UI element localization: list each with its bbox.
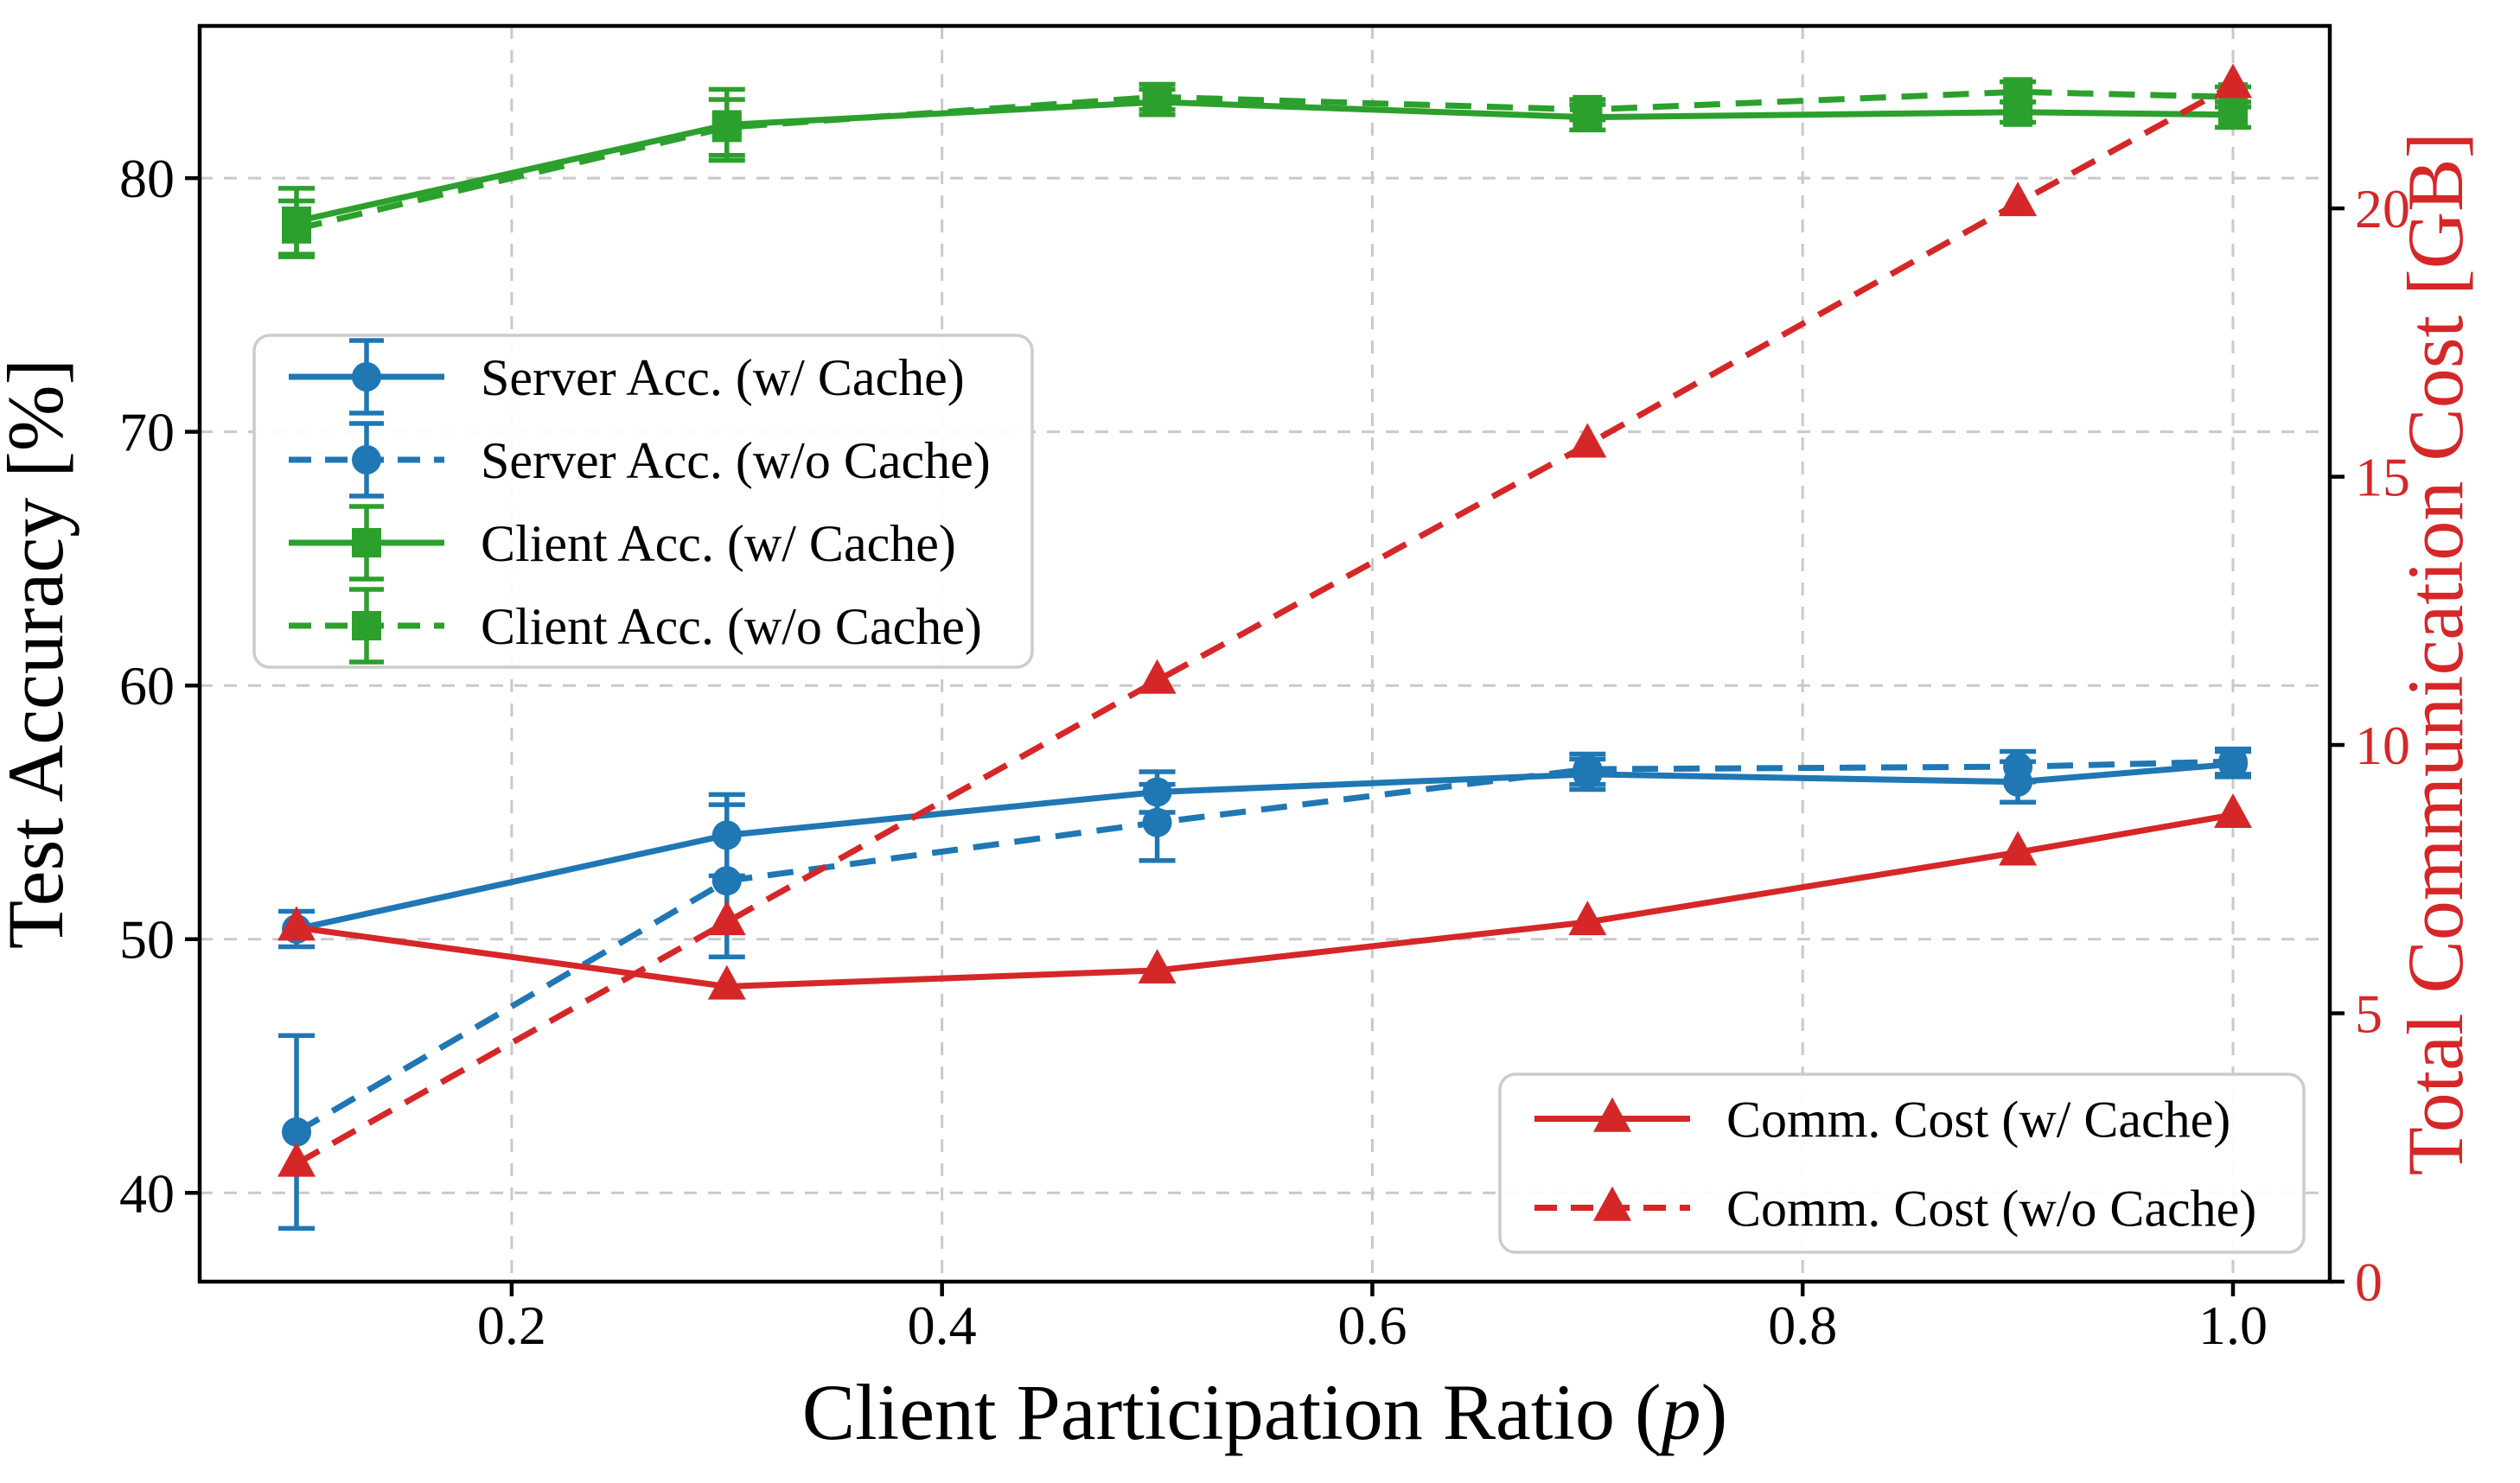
marker-triangle [1999,181,2038,217]
marker-circle [282,1117,311,1147]
marker-circle [2218,747,2248,777]
legend-entry-client-acc-w-cache: Client Acc. (w/ Cache) [289,504,956,582]
legend-label: Server Acc. (w/ Cache) [481,349,965,406]
y-left-tick-label: 40 [119,1162,175,1224]
gridlines [200,26,2330,1282]
legend-box [1498,1072,2306,1254]
marker-circle [352,445,381,474]
marker-square [352,611,381,640]
legend-entry-client-acc-w-o-cache: Client Acc. (w/o Cache) [289,587,982,665]
x-axis: 0.2 0.4 0.6 0.8 1.0 [477,1282,2268,1356]
x-tick-label: 0.6 [1337,1295,1407,1356]
legend-label: Comm. Cost (w/ Cache) [1726,1092,2230,1149]
y-axis-right: 0 5 10 15 20 [2330,178,2410,1313]
x-tick-label: 1.0 [2198,1295,2268,1356]
x-tick-label: 0.8 [1768,1295,1837,1356]
y-left-tick-label: 60 [119,655,175,716]
marker-square [711,112,742,143]
marker-square [282,213,311,244]
y-right-tick-label: 0 [2355,1251,2383,1313]
marker-square [2003,77,2033,107]
x-tick-label: 0.2 [477,1295,546,1356]
y-right-tick-label: 5 [2355,983,2383,1045]
legend-label: Comm. Cost (w/o Cache) [1726,1181,2256,1238]
legend-accuracy: Server Acc. (w/ Cache) Server Acc. (w/o C… [252,334,1034,669]
marker-triangle [278,906,316,941]
marker-circle [1142,807,1172,837]
series-comm-cost-w-cache [278,792,2252,1000]
marker-triangle [707,964,746,1000]
marker-triangle [2214,792,2252,828]
series-line [296,761,2234,932]
y-left-tick-label: 50 [119,909,175,971]
y-axis-label-right: Total Communication Cost [GB] [2391,132,2479,1175]
legend-entry-server-acc-w-o-cache: Server Acc. (w/o Cache) [289,421,991,499]
marker-triangle [1568,901,1607,936]
marker-triangle [278,1142,316,1177]
legend-label: Client Acc. (w/ Cache) [481,515,956,572]
x-axis-label: Client Participation Ratio (p) [802,1368,1728,1456]
marker-triangle [1138,659,1177,694]
y-right-tick-label: 10 [2355,715,2410,776]
plot-border [197,23,2332,1284]
y-left-tick-label: 70 [119,402,175,463]
series-line [295,758,2234,1135]
legend-entry-server-acc-w-cache: Server Acc. (w/ Cache) [289,338,965,416]
legend-entry-comm-cost-w-cache: Comm. Cost (w/ Cache) [1534,1092,2230,1149]
legend-comm-cost: Comm. Cost (w/ Cache) Comm. Cost (w/o Cac… [1498,1072,2306,1254]
legend-box [252,334,1034,669]
y-left-tick-label: 80 [119,148,175,209]
series-line [296,88,2234,232]
marker-circle [711,866,742,896]
marker-triangle [1999,831,2038,866]
legend-label: Server Acc. (w/o Cache) [481,432,991,489]
marker-square [1142,82,1172,112]
marker-triangle [1138,949,1177,984]
series-line [296,99,2234,225]
series-line [295,82,2235,1167]
marker-circle [1573,754,1603,785]
marker-square [1573,94,1603,124]
marker-triangle [707,901,746,936]
y-right-tick-label: 20 [2355,178,2410,239]
series-client-acc-w-o-cache [278,77,2251,259]
marker-square [352,528,381,557]
marker-circle [352,362,381,391]
legend-entry-comm-cost-w-o-cache: Comm. Cost (w/o Cache) [1534,1181,2256,1238]
y-axis-left: 40 50 60 70 80 [119,148,200,1224]
marker-circle [2003,752,2033,782]
series-comm-cost-w-o-cache [278,63,2252,1177]
marker-triangle [2214,63,2252,99]
legend-label: Client Acc. (w/o Cache) [481,598,982,655]
marker-triangle [1593,1186,1631,1221]
y-axis-label-left: Test Accuracy [%] [0,359,80,949]
x-tick-label: 0.4 [908,1295,977,1356]
series-line [296,812,2234,990]
marker-triangle [1593,1097,1631,1132]
marker-triangle [1568,423,1607,458]
y-right-tick-label: 15 [2355,447,2410,508]
